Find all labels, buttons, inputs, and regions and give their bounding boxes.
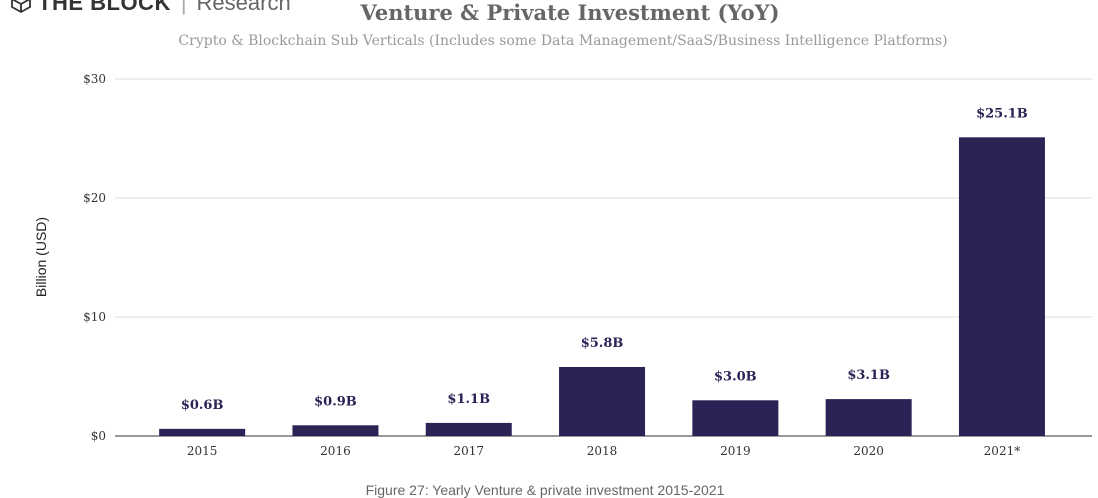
logo-brand: THE BLOCK <box>38 0 171 15</box>
y-axis-label: Billion (USD) <box>33 217 49 297</box>
data-label: $0.9B <box>314 394 357 409</box>
x-tick-label: 2019 <box>720 444 751 458</box>
x-tick-label: 2016 <box>320 444 351 458</box>
logo-sub: Research <box>196 0 291 15</box>
bar <box>958 137 1045 436</box>
data-label: $0.6B <box>181 398 224 413</box>
data-label: $5.8B <box>581 336 624 351</box>
y-tick-label: $20 <box>83 191 106 205</box>
cube-logo-icon <box>11 0 31 14</box>
figure-caption: Figure 27: Yearly Venture & private inve… <box>365 482 725 498</box>
bar <box>292 425 379 436</box>
y-tick-label: $10 <box>83 310 106 324</box>
data-label: $25.1B <box>976 106 1028 121</box>
chart-subtitle: Crypto & Blockchain Sub Verticals (Inclu… <box>178 33 948 49</box>
data-label: $1.1B <box>447 392 490 407</box>
data-label: $3.1B <box>847 368 890 383</box>
bar <box>692 400 779 436</box>
logo: THE BLOCK | Research <box>10 0 291 16</box>
x-tick-label: 2015 <box>187 444 218 458</box>
x-tick-label: 2017 <box>453 444 484 458</box>
data-label: $3.0B <box>714 369 757 384</box>
y-tick-label: $30 <box>83 72 106 86</box>
bar <box>559 366 646 436</box>
chart-title: Venture & Private Investment (YoY) <box>360 0 780 25</box>
x-tick-label: 2021* <box>984 444 1021 458</box>
x-tick-label: 2018 <box>587 444 618 458</box>
bar <box>825 399 912 436</box>
bar <box>425 422 512 436</box>
x-tick-label: 2020 <box>853 444 884 458</box>
bar <box>159 428 246 436</box>
y-tick-label: $0 <box>91 429 106 443</box>
